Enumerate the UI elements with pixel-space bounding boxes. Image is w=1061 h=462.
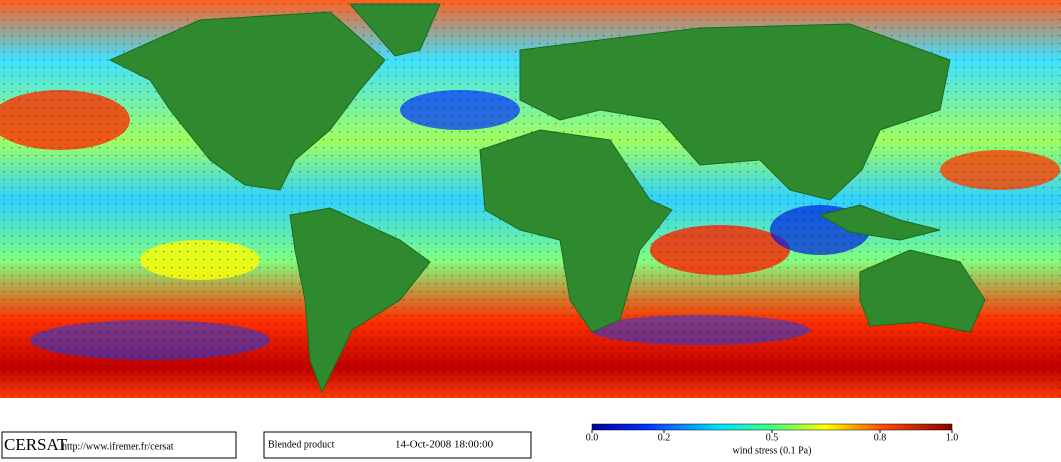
logo: CERSAT [4, 435, 68, 454]
colorbar-ramp [591, 423, 953, 431]
colorbar-label: wind stress (0.1 Pa) [733, 445, 812, 456]
date: 14-Oct-2008 18:00:00 [395, 439, 494, 451]
colorbar-tick-label: 0.0 [586, 432, 599, 443]
info-box [263, 431, 532, 459]
colorbar: wind stress (0.1 Pa) 0.0 0.2 0.5 0.8 1.0 [586, 423, 959, 456]
product: Blended product [268, 439, 335, 450]
colorbar-tick-label: 1.0 [946, 432, 959, 443]
colorbar-tick-label: 0.5 [766, 432, 779, 443]
colorbar-tick-label: 0.8 [874, 432, 887, 443]
logo-box [1, 431, 237, 459]
url: http://www.ifremer.fr/cersat [62, 441, 174, 452]
colorbar-tick-label: 0.2 [658, 432, 671, 443]
footer: CERSAT http://www.ifremer.fr/cersat Blen… [1, 431, 532, 459]
continents [108, 3, 986, 394]
